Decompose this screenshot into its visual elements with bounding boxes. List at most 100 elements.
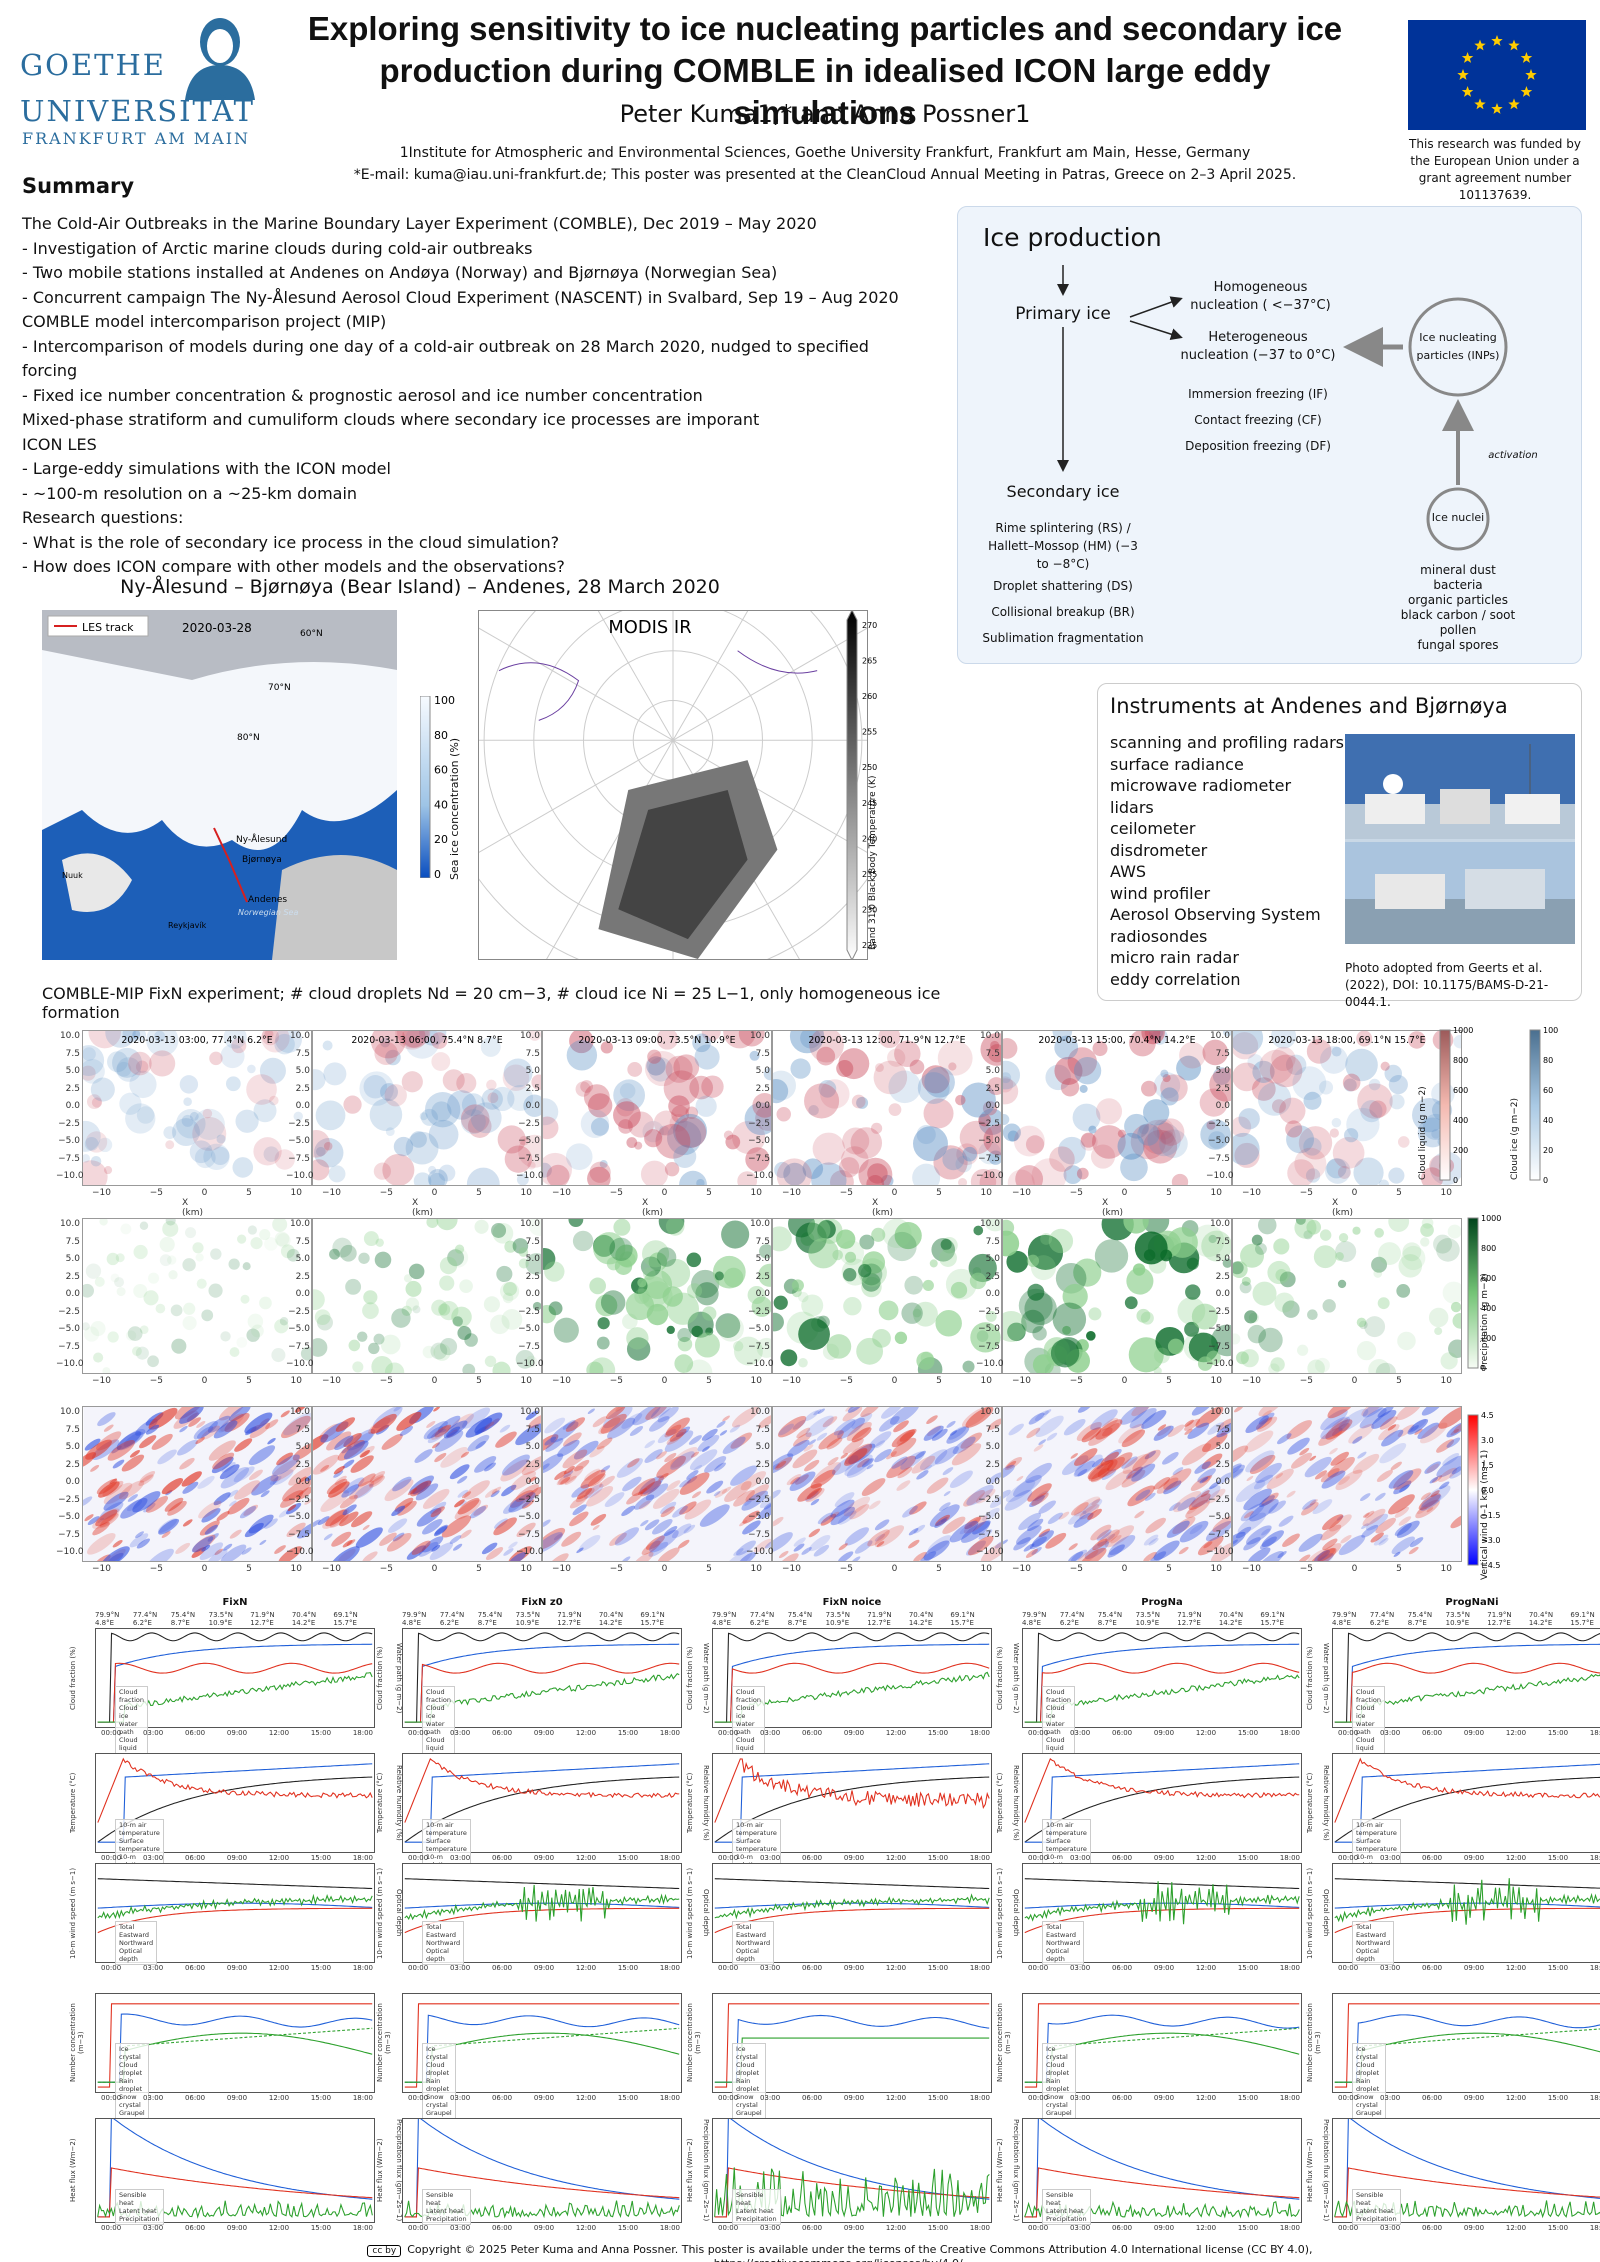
time-tick: 12:00	[575, 1729, 597, 1737]
field-blob	[359, 1071, 394, 1106]
field-blob	[1271, 1099, 1286, 1114]
position-ticks: 79.9°N 4.8°E 77.4°N 6.2°E 75.4°N 8.7°E 73.5…	[402, 1611, 682, 1627]
wind-blob	[95, 1509, 118, 1527]
wind-blob	[697, 1434, 720, 1452]
series-line	[404, 1884, 680, 1922]
wind-blob	[842, 1438, 864, 1455]
wind-blob	[797, 1483, 822, 1502]
snapshot-panel-cloud: 2020-03-13 12:00, 71.9°N 12.7°E	[772, 1030, 1002, 1186]
ts-ylabel: Temperature (°C)	[996, 1772, 1004, 1834]
wind-blob	[346, 1539, 356, 1546]
field-blob	[759, 1244, 771, 1259]
wind-blob	[1038, 1500, 1056, 1514]
wind-blob	[753, 1538, 771, 1553]
field-blob	[1285, 1120, 1303, 1138]
field-blob	[427, 1168, 448, 1185]
field-blob	[223, 1031, 247, 1049]
wind-blob	[1108, 1535, 1136, 1556]
field-blob	[912, 1163, 941, 1185]
legend-entry: Graupel	[1356, 2109, 1382, 2117]
position-tick: 75.4°N 8.7°E	[170, 1611, 196, 1627]
y-tick: −10.0	[286, 1171, 314, 1181]
wind-blob	[1317, 1543, 1342, 1561]
wind-blob	[1201, 1475, 1213, 1483]
wind-blob	[891, 1429, 916, 1448]
series-line	[1334, 1763, 1600, 1843]
wind-blob	[845, 1407, 855, 1412]
wind-blob	[946, 1420, 956, 1428]
field-blob	[225, 1076, 241, 1092]
wind-blob	[103, 1424, 114, 1432]
field-blob	[1160, 1069, 1169, 1078]
y-tick: 2.5	[1215, 1083, 1230, 1094]
x-tick: 0	[891, 1188, 898, 1198]
wind-blob	[1074, 1454, 1103, 1476]
field-blob	[314, 1309, 331, 1326]
wind-blob	[879, 1416, 900, 1432]
wind-blob	[1378, 1538, 1389, 1546]
series-line	[714, 1632, 990, 1723]
field-blob	[155, 1303, 166, 1314]
field-blob	[263, 1146, 280, 1162]
wind-blob	[633, 1552, 654, 1561]
x-ticks: −10 −5 0 5 10	[1242, 1376, 1452, 1386]
field-blob	[1160, 1087, 1179, 1106]
wind-blob	[1431, 1475, 1443, 1483]
cb-tick: 1.5	[1481, 1461, 1494, 1470]
legend-entry: Latent heat	[1046, 2207, 1084, 2215]
field-blob	[274, 1149, 295, 1170]
y-tick: −2.5	[518, 1118, 540, 1129]
field-blob	[436, 1219, 458, 1231]
field-blob	[385, 1127, 395, 1137]
y-tick: 0.0	[295, 1101, 310, 1111]
y-tick: 0.0	[1215, 1101, 1230, 1111]
wind-blob	[1421, 1407, 1443, 1416]
series-line	[1024, 2014, 1300, 2083]
x-tick: −10	[322, 1376, 341, 1386]
field-blob	[1452, 1313, 1461, 1329]
x-tick: 5	[1166, 1564, 1172, 1574]
time-tick: 15:00	[617, 2224, 639, 2232]
wind-blob	[1194, 1461, 1211, 1474]
immersion-freezing: Immersion freezing (IF)	[1188, 387, 1328, 401]
wind-blob	[220, 1467, 250, 1489]
field-blob	[1143, 1099, 1170, 1126]
modis-title: MODIS IR	[608, 617, 691, 638]
field-blob	[231, 1038, 247, 1054]
experiment-title: FixN	[222, 1597, 248, 1608]
field-blob	[1346, 1107, 1380, 1142]
series-line	[97, 1878, 373, 1890]
y-tick: 5.0	[1215, 1254, 1230, 1264]
time-tick: 09:00	[226, 1964, 248, 1972]
wind-blob	[1379, 1416, 1398, 1430]
legend-entry: Rain droplet	[119, 2077, 143, 2093]
cb-tick: 80	[1543, 1056, 1553, 1065]
wind-blob	[1185, 1499, 1210, 1519]
field-blob	[614, 1257, 633, 1275]
wind-blob	[1156, 1477, 1179, 1494]
y-tick: 0.0	[65, 1289, 80, 1299]
y-tick: −5.0	[288, 1512, 310, 1522]
legend-entry: Surface temperature	[1046, 1837, 1087, 1853]
series-line	[97, 1757, 373, 1823]
legend-entry: Eastward	[1356, 1931, 1387, 1939]
field-blob	[587, 1093, 613, 1118]
field-blob	[548, 1301, 563, 1316]
field-blob	[196, 1278, 207, 1289]
y-tick: 10.0	[1209, 1219, 1230, 1229]
time-tick: 18:00	[1589, 1729, 1600, 1737]
wind-blob	[414, 1449, 433, 1463]
wind-blob	[222, 1543, 233, 1551]
wind-blob	[1306, 1548, 1329, 1561]
time-tick: 15:00	[927, 2224, 949, 2232]
wind-blob	[1095, 1419, 1123, 1440]
field-blob	[1397, 1331, 1416, 1351]
field-blob	[1006, 1250, 1029, 1273]
ice-production-box: Ice production Primary ice Homogeneous n…	[957, 206, 1582, 664]
field-blob	[929, 1259, 938, 1268]
wind-blob	[305, 1473, 311, 1482]
wind-blob	[1397, 1424, 1415, 1437]
y-tick: −5.0	[58, 1324, 80, 1334]
field-blob	[553, 1317, 579, 1343]
wind-blob	[963, 1515, 988, 1534]
